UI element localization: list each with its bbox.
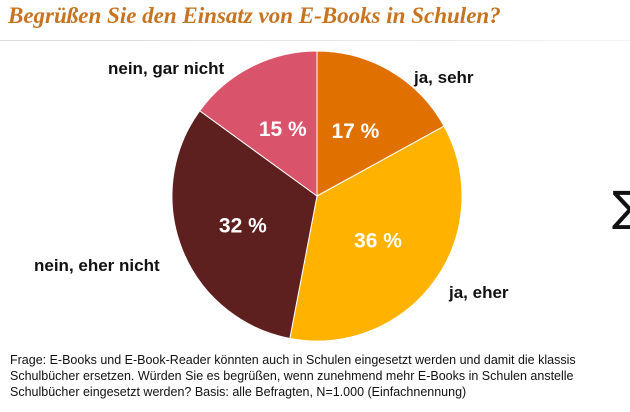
question-footnote: Frage: E-Books und E-Book-Reader könnten… (10, 352, 630, 400)
title-divider (0, 40, 630, 41)
category-label-ja-eher: ja, eher (449, 283, 509, 302)
category-label-nein-eher-nicht: nein, eher nicht (34, 256, 160, 275)
slice-value-label: 36 % (354, 229, 402, 252)
pie-slice-ja-sehr (316, 50, 445, 197)
footnote-line-3: Schulbücher eingesetzt werden? Basis: al… (10, 385, 467, 399)
footnote-line-1: Frage: E-Books und E-Book-Reader könnten… (10, 353, 576, 367)
slice-value-label: 32 % (219, 214, 267, 237)
slice-value-label: 17 % (331, 120, 379, 143)
category-label-ja-sehr: ja, sehr (414, 68, 474, 87)
sigma-icon: ∑ (612, 182, 630, 231)
slice-value-label: 15 % (259, 118, 307, 141)
category-label-nein-gar-nicht: nein, gar nicht (108, 59, 225, 78)
pie-slice-nein-gar-nicht (198, 50, 318, 197)
pie-slice-ja-eher (289, 125, 463, 342)
pie-slice-nein-eher-nicht (171, 110, 318, 340)
footnote-line-2: Schulbücher ersetzen. Würden Sie es begr… (10, 369, 574, 383)
chart-title: Begrüßen Sie den Einsatz von E-Books in … (8, 3, 501, 28)
